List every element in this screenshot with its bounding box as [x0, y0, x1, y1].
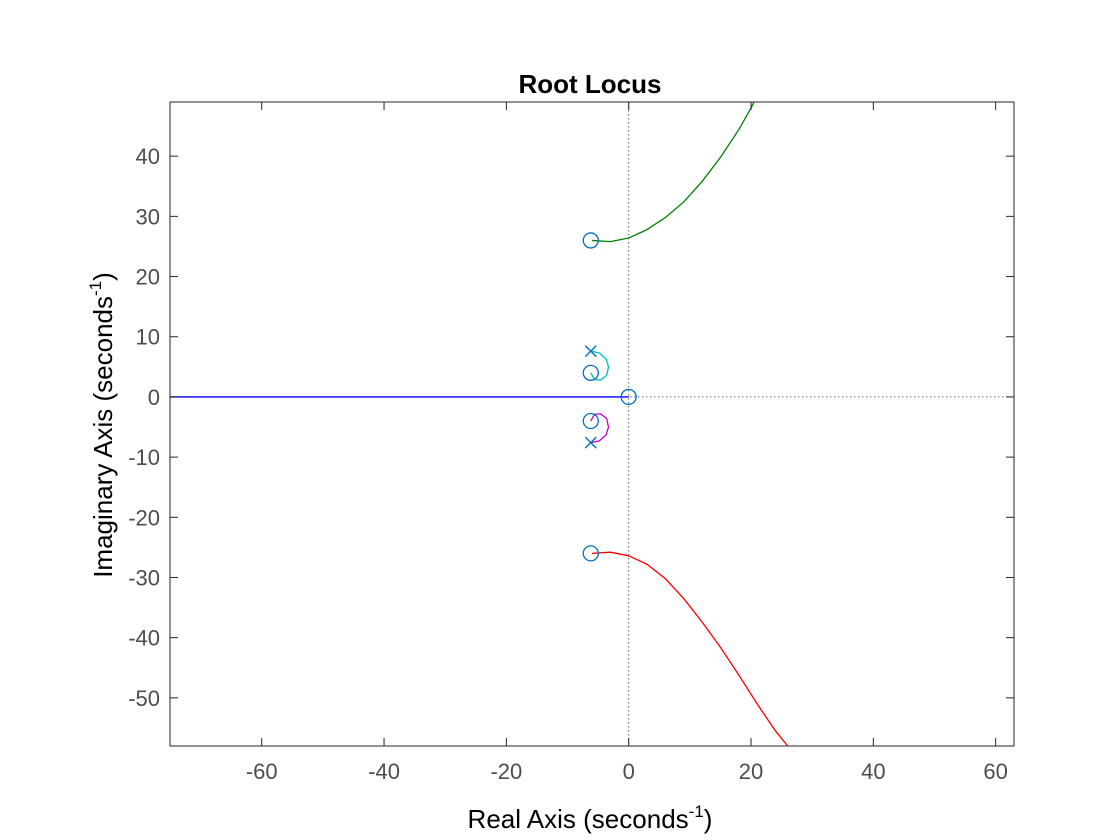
pole-marker-2	[584, 436, 597, 449]
y-tick-label: -10	[128, 445, 160, 470]
locus-branch-5	[590, 413, 610, 444]
zero-marker-4	[582, 364, 599, 381]
axes-box	[170, 102, 1014, 746]
y-axis-label: Imaginary Axis (seconds-1)	[86, 272, 118, 578]
zero-marker-1	[620, 388, 637, 406]
y-tick-label: 40	[136, 144, 160, 169]
y-axis-label-text: Imaginary Axis (seconds	[88, 296, 118, 578]
axes-frame	[169, 101, 1015, 747]
x-tick-label: -20	[490, 759, 522, 784]
y-tick-label: -30	[128, 565, 160, 590]
zero-marker-3	[582, 545, 599, 562]
y-tick-label: 0	[148, 385, 160, 410]
locus-branch-4	[590, 350, 610, 381]
x-tick-label: 20	[739, 759, 763, 784]
y-tick-labels: -50 -40 -30 -20 -10 0 10 20 30 40	[128, 144, 160, 711]
x-tick-label: -60	[246, 759, 278, 784]
x-tick-label: 0	[623, 759, 635, 784]
locus-branch-3	[591, 551, 789, 746]
locus-branch-2	[591, 102, 755, 243]
axis-ticks	[170, 102, 1014, 746]
y-axis-label-exponent: -1	[86, 281, 105, 296]
pole-marker-1	[584, 345, 597, 358]
pole-zero-markers	[582, 232, 637, 562]
y-tick-label: 30	[136, 204, 160, 229]
x-axis-label-exponent: -1	[689, 802, 704, 821]
x-tick-label: 40	[861, 759, 885, 784]
y-tick-label: 20	[136, 265, 160, 290]
zero-marker-2	[582, 232, 599, 249]
pole-stroke-b	[584, 345, 597, 358]
chart-title: Root Locus	[519, 69, 662, 99]
x-axis-label-text: Real Axis (seconds	[468, 804, 689, 834]
x-axis-label: Real Axis (seconds-1)	[468, 802, 713, 834]
pole-stroke-b	[584, 436, 597, 449]
x-tick-label: 60	[983, 759, 1007, 784]
zero-marker-5	[582, 412, 599, 430]
x-tick-label: -40	[368, 759, 400, 784]
y-tick-label: -20	[128, 505, 160, 530]
y-tick-label: 10	[136, 325, 160, 350]
y-tick-label: -50	[128, 686, 160, 711]
y-axis-label-close: )	[88, 272, 118, 281]
y-tick-label: -40	[128, 626, 160, 651]
x-axis-label-close: )	[704, 804, 713, 834]
locus-branches	[170, 102, 789, 746]
x-tick-labels: -60 -40 -20 0 20 40 60	[246, 759, 1008, 784]
plot-area	[169, 101, 1015, 747]
